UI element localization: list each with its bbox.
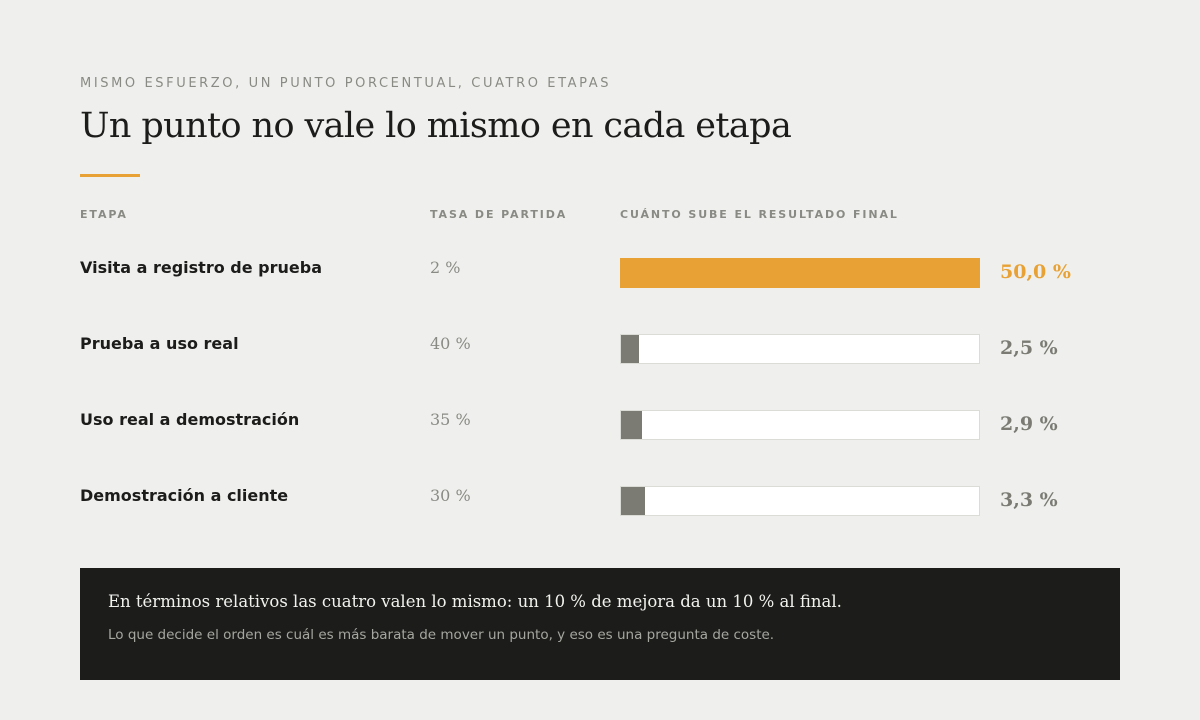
column-header-gain: CUÁNTO SUBE EL RESULTADO FINAL (620, 208, 899, 221)
bar (621, 335, 639, 363)
bar-track (620, 486, 980, 516)
accent-rule (80, 174, 140, 177)
starting-rate: 35 % (430, 410, 471, 429)
data-label: 2,5 % (1000, 337, 1058, 359)
bar (621, 487, 645, 515)
table-row: Uso real a demostración 35 % 2,9 % (0, 410, 1200, 450)
data-label: 3,3 % (1000, 489, 1058, 511)
table-row: Visita a registro de prueba 2 % 50,0 % (0, 258, 1200, 298)
starting-rate: 2 % (430, 258, 461, 277)
starting-rate: 30 % (430, 486, 471, 505)
summary-note: En términos relativos las cuatro valen l… (80, 568, 1120, 680)
page-title: Un punto no vale lo mismo en cada etapa (80, 106, 792, 146)
eyebrow-subtitle: MISMO ESFUERZO, UN PUNTO PORCENTUAL, CUA… (80, 76, 612, 91)
summary-note-sub: Lo que decide el orden es cuál es más ba… (108, 627, 775, 643)
summary-note-main: En términos relativos las cuatro valen l… (108, 592, 842, 611)
stage-name: Uso real a demostración (80, 410, 300, 429)
stage-name: Prueba a uso real (80, 334, 239, 353)
data-label: 2,9 % (1000, 413, 1058, 435)
bar (621, 411, 642, 439)
starting-rate: 40 % (430, 334, 471, 353)
stage-name: Demostración a cliente (80, 486, 289, 505)
data-label: 50,0 % (1000, 261, 1071, 283)
bar-track (620, 258, 980, 288)
bar-track (620, 410, 980, 440)
stage-name: Visita a registro de prueba (80, 258, 322, 277)
table-row: Prueba a uso real 40 % 2,5 % (0, 334, 1200, 374)
table-row: Demostración a cliente 30 % 3,3 % (0, 486, 1200, 526)
bar (621, 259, 979, 287)
column-header-rate: TASA DE PARTIDA (430, 208, 568, 221)
bar-track (620, 334, 980, 364)
column-header-stage: ETAPA (80, 208, 128, 221)
